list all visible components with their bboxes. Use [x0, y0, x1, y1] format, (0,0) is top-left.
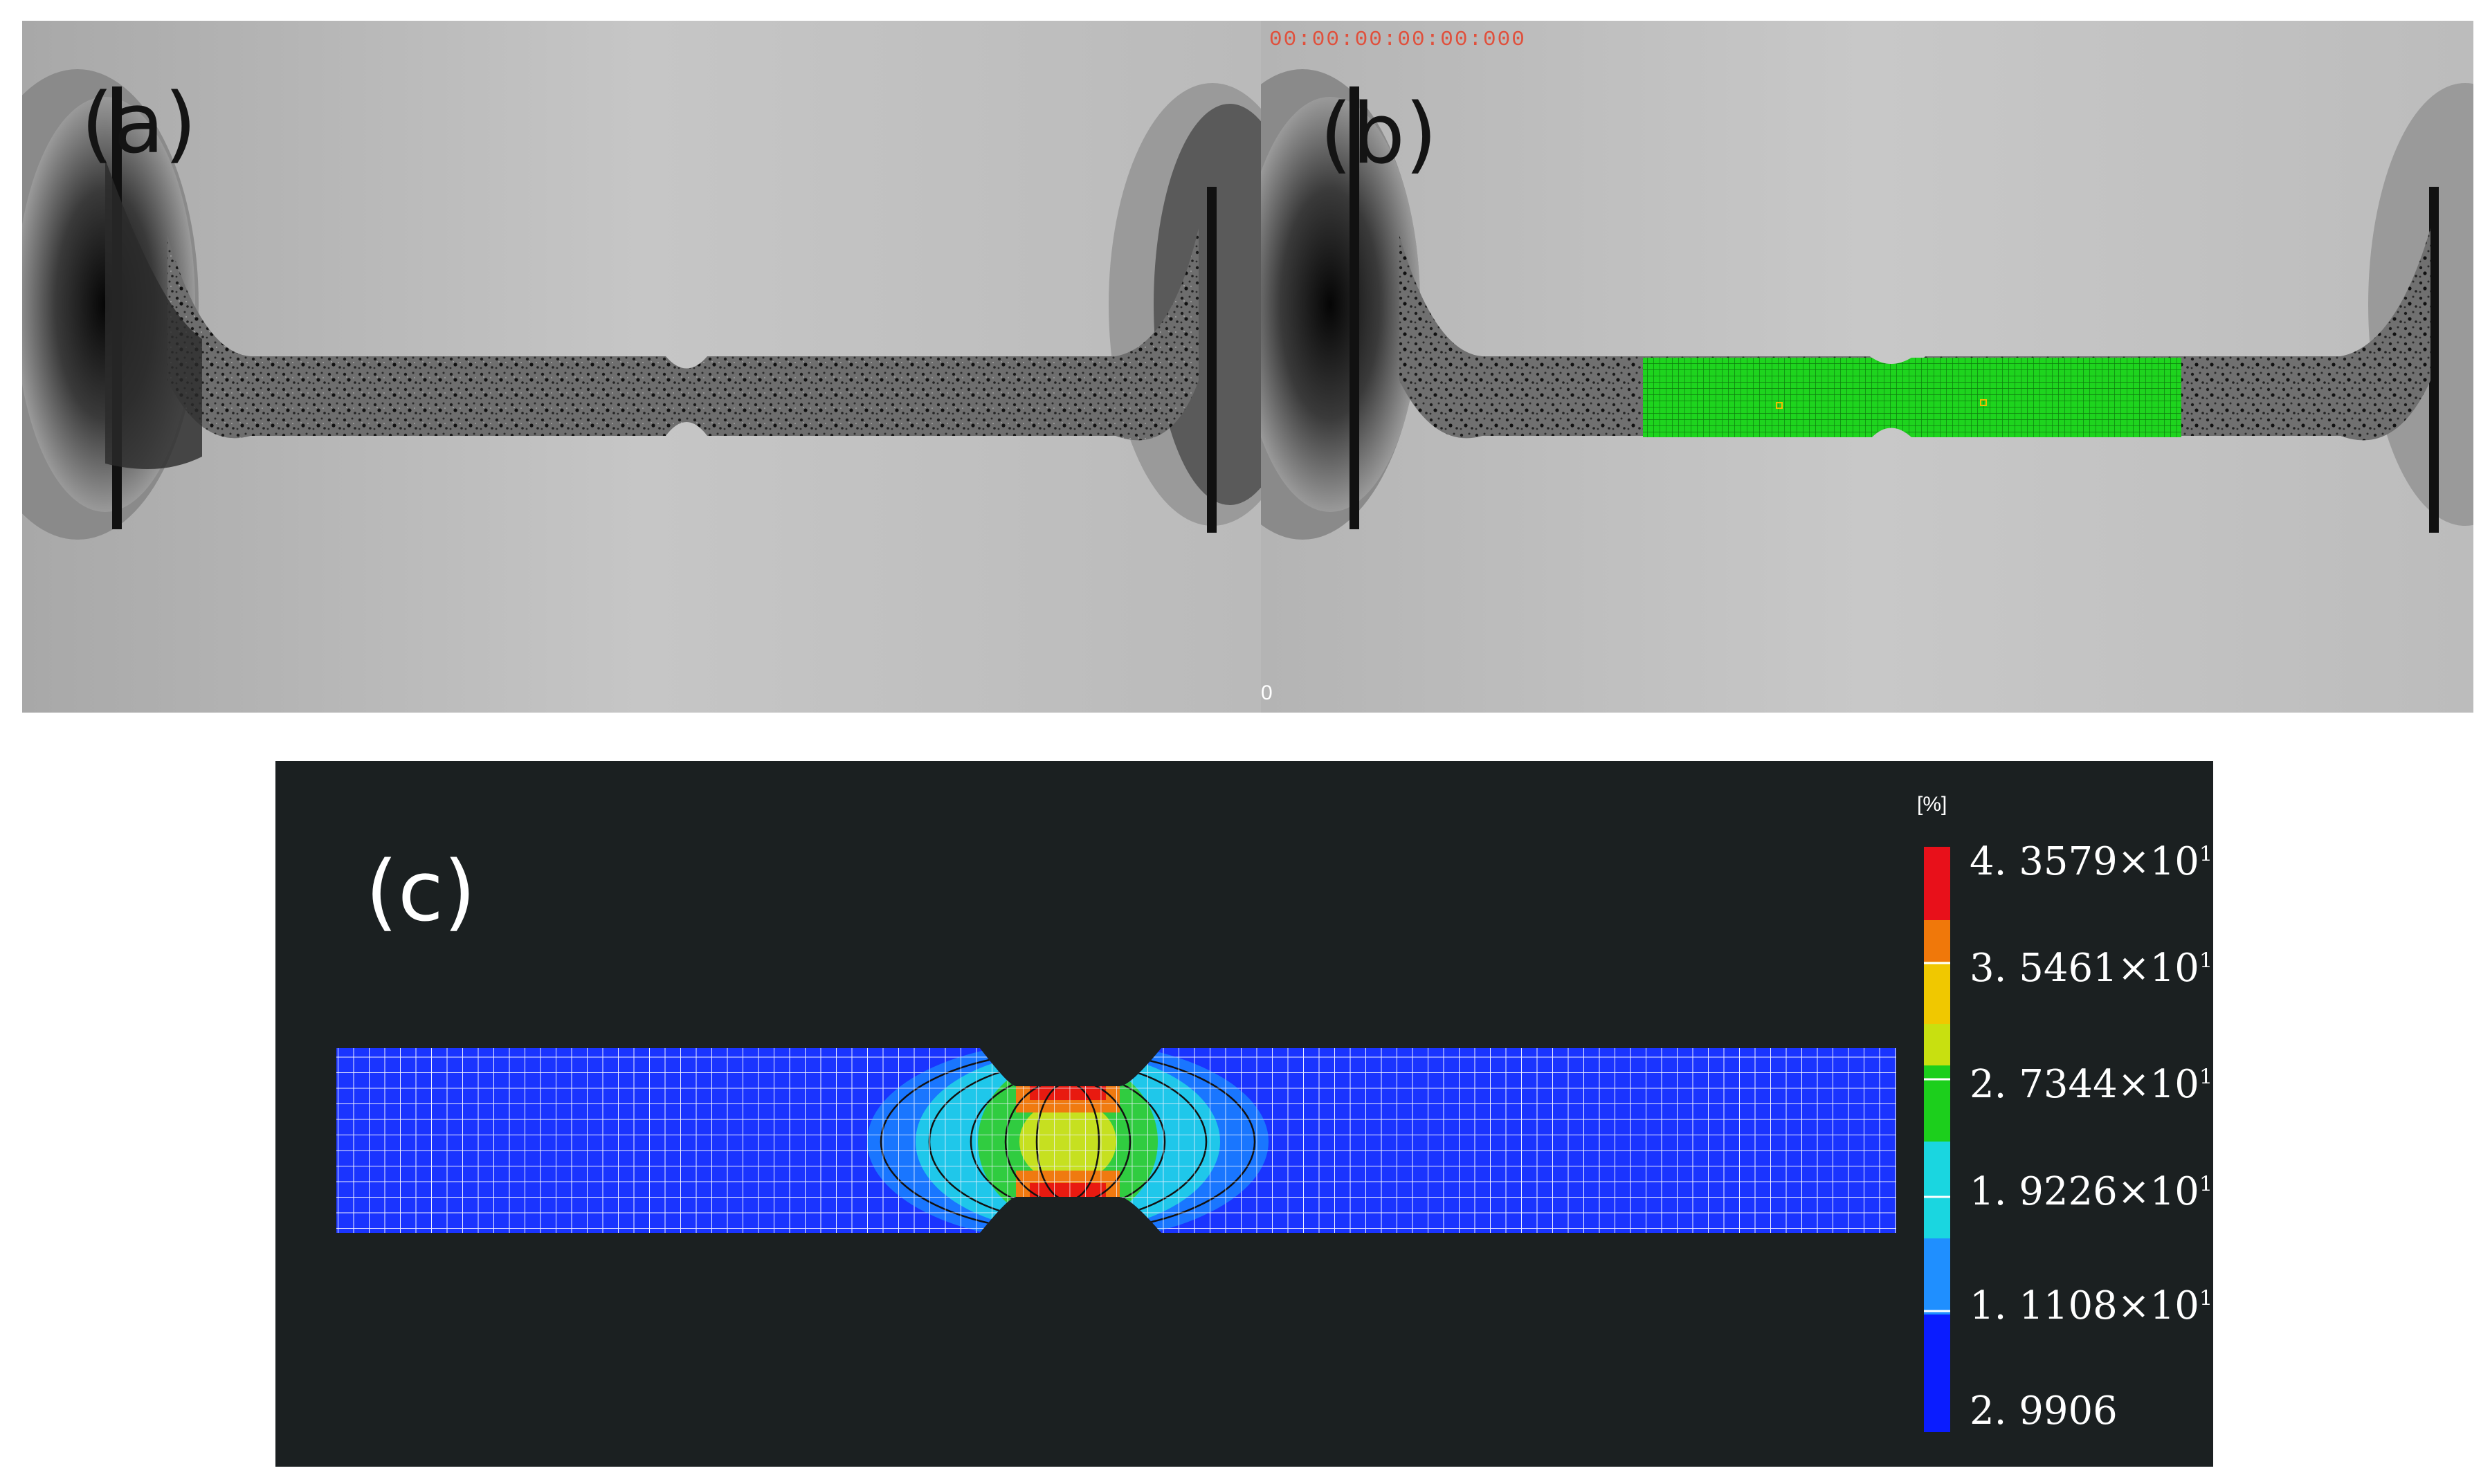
colorbar-tick-label: 1. 1108×101	[1970, 1283, 2213, 1328]
panel-b-dic-mesh-photo: 00:00:00:00:00:000 0 (b)	[1261, 21, 2473, 713]
mesh-marker-right	[1980, 399, 1987, 406]
colorbar-tick-label: 3. 5461×101	[1970, 946, 2213, 991]
panel-label-a: (a)	[81, 76, 197, 172]
specimen-body-a	[167, 228, 1199, 441]
colorbar-tick-label: 2. 9906	[1970, 1389, 2118, 1433]
colorbar-unit: [%]	[1917, 793, 1947, 816]
colorbar-tick-label: 2. 7344×101	[1970, 1062, 2213, 1107]
specimen-photo-b	[1261, 21, 2473, 713]
colorbar-tick-label: 1. 9226×101	[1970, 1169, 2213, 1214]
colorbar-tick-label: 4. 3579×101	[1970, 839, 2213, 884]
strain-contour-plot	[336, 847, 1950, 1432]
specimen-photo-a	[22, 21, 1261, 713]
mesh-marker-left	[1776, 402, 1783, 409]
dic-mesh-region	[1643, 358, 2181, 437]
panel-a-specimen-photo: (a)	[22, 21, 1261, 713]
panel-label-c: (c)	[365, 844, 476, 940]
colorbar	[1924, 847, 1950, 1432]
frame-number: 0	[1261, 681, 1273, 704]
panel-label-b: (b)	[1320, 86, 1437, 183]
panel-c-strain-contour: (c) [%] 4. 3579×101 3. 5461×101 2. 7344×…	[275, 761, 2213, 1467]
timestamp-readout: 00:00:00:00:00:000	[1269, 28, 1526, 52]
